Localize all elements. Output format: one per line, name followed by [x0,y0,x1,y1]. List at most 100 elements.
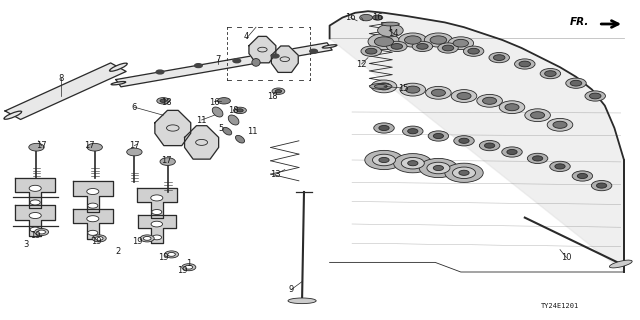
Text: 17: 17 [36,141,47,150]
Circle shape [365,48,377,54]
Circle shape [545,71,556,76]
Circle shape [403,126,423,136]
Circle shape [127,148,142,156]
Circle shape [391,44,403,49]
Circle shape [374,123,394,133]
Circle shape [489,52,509,63]
Circle shape [151,221,163,227]
Circle shape [157,98,170,104]
Circle shape [361,46,381,56]
Circle shape [424,33,452,47]
Circle shape [404,36,421,44]
Circle shape [459,138,469,143]
Circle shape [454,136,474,146]
Circle shape [426,86,451,99]
Circle shape [377,83,391,90]
Ellipse shape [111,82,125,85]
Text: 11: 11 [248,127,258,136]
Circle shape [448,37,474,50]
Text: 17: 17 [84,141,95,150]
Circle shape [433,133,444,139]
Circle shape [433,165,444,171]
Circle shape [87,216,99,222]
Text: 1: 1 [186,260,191,268]
Polygon shape [5,63,126,119]
Text: FR.: FR. [570,17,589,28]
Circle shape [591,180,612,191]
Ellipse shape [4,111,22,119]
Ellipse shape [252,59,260,66]
Text: 7: 7 [215,55,220,64]
Text: 2: 2 [116,247,121,256]
Text: 4: 4 [244,32,249,41]
Text: 19: 19 [91,237,101,246]
Circle shape [572,171,593,181]
Circle shape [368,34,400,50]
Circle shape [577,173,588,179]
Circle shape [374,37,394,46]
Circle shape [477,94,502,107]
Circle shape [151,195,163,201]
Circle shape [272,88,285,94]
Ellipse shape [381,22,399,26]
Circle shape [531,112,545,119]
Circle shape [152,210,162,214]
Circle shape [408,129,418,134]
Ellipse shape [374,84,387,88]
Polygon shape [249,36,276,63]
Circle shape [30,200,40,205]
Polygon shape [330,11,624,272]
Circle shape [95,236,103,240]
Circle shape [38,230,45,234]
Circle shape [152,235,161,240]
Circle shape [519,61,531,67]
Circle shape [453,39,468,47]
Ellipse shape [212,107,223,117]
Ellipse shape [609,260,632,268]
Polygon shape [138,215,176,243]
Circle shape [468,48,479,54]
Circle shape [463,46,484,56]
Text: 15: 15 [398,84,408,92]
Circle shape [88,203,98,208]
Circle shape [160,158,175,165]
Circle shape [547,118,573,131]
Circle shape [185,265,193,269]
Circle shape [451,90,477,102]
Circle shape [553,121,567,128]
Text: 16: 16 [346,13,356,22]
Text: 5: 5 [218,124,223,132]
Text: 19: 19 [158,253,168,262]
Circle shape [218,98,230,104]
Circle shape [408,161,418,166]
Circle shape [275,90,282,93]
Circle shape [525,109,550,122]
Text: 9: 9 [289,285,294,294]
Circle shape [378,24,403,37]
Ellipse shape [223,127,232,135]
Circle shape [445,163,483,182]
Text: 19: 19 [30,231,40,240]
Circle shape [428,131,449,141]
Text: 11: 11 [196,116,207,124]
Ellipse shape [288,298,316,304]
Polygon shape [72,181,113,212]
Circle shape [365,150,403,170]
Circle shape [143,236,151,240]
Ellipse shape [109,63,127,71]
Circle shape [394,154,432,173]
Text: 16: 16 [209,98,220,107]
Circle shape [182,264,196,271]
Circle shape [360,14,372,21]
Circle shape [92,235,106,242]
Text: TY24E1201: TY24E1201 [541,303,579,308]
Circle shape [502,147,522,157]
Circle shape [452,167,476,179]
Circle shape [87,143,102,151]
Circle shape [237,109,243,112]
Circle shape [540,68,561,79]
Circle shape [459,170,469,175]
Ellipse shape [323,45,337,48]
Circle shape [406,86,420,93]
Circle shape [493,55,505,60]
